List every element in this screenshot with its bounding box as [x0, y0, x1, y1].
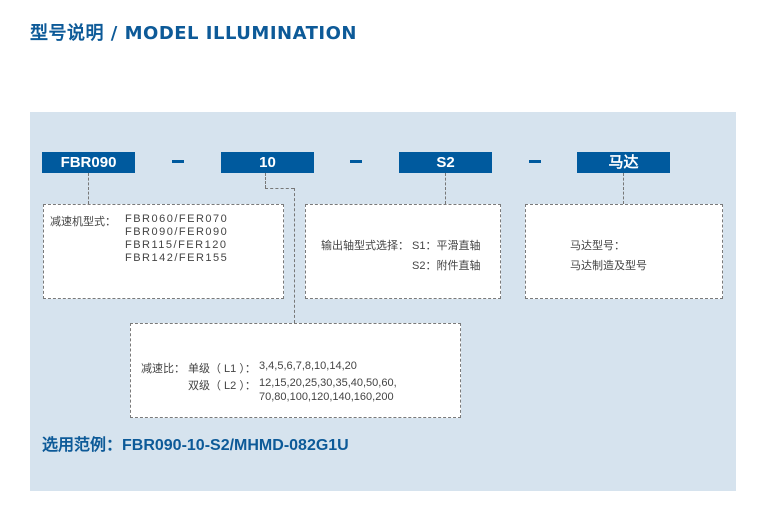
separator-dash — [529, 160, 541, 163]
code-box-reducer: FBR090 — [42, 152, 135, 173]
code-box-ratio: 10 — [221, 152, 314, 173]
page-title: 型号说明 / MODEL ILLUMINATION — [30, 23, 357, 44]
model-panel — [30, 112, 736, 491]
shaft-option: S2：附件直轴 — [412, 260, 481, 272]
connector-line — [445, 173, 446, 204]
ratio-single-label: 单级（ L1 ）： — [188, 363, 256, 375]
ratio-double-values: 70,80,100,120,140,160,200 — [259, 391, 394, 403]
ratio-label: 减速比： — [141, 363, 185, 375]
reducer-label: 减速机型式： — [50, 216, 116, 228]
ratio-single-values: 3,4,5,6,7,8,10,14,20 — [259, 360, 357, 372]
code-box-shaft: S2 — [399, 152, 492, 173]
shaft-desc-box: 输出轴型式选择： S1：平滑直轴 S2：附件直轴 — [305, 204, 501, 299]
connector-line — [88, 173, 89, 204]
ratio-double-values: 12,15,20,25,30,35,40,50,60, — [259, 377, 397, 389]
motor-line: 马达型号： — [570, 240, 625, 252]
motor-desc-box: 马达型号： 马达制造及型号 — [525, 204, 723, 299]
separator-dash — [350, 160, 362, 163]
ratio-desc-box: 减速比： 单级（ L1 ）： 3,4,5,6,7,8,10,14,20 双级（ … — [130, 323, 461, 418]
connector-line — [294, 188, 295, 323]
example-text: 选用范例：FBR090-10-S2/MHMD-082G1U — [42, 437, 349, 454]
ratio-double-label: 双级（ L2 ）： — [188, 380, 256, 392]
connector-line — [265, 188, 294, 189]
connector-line — [623, 173, 624, 204]
motor-line: 马达制造及型号 — [570, 260, 647, 272]
reducer-model: FBR142/FER155 — [125, 252, 229, 264]
code-box-motor: 马达 — [577, 152, 670, 173]
reducer-model: FBR060/FER070 — [125, 213, 229, 225]
separator-dash — [172, 160, 184, 163]
shaft-label: 输出轴型式选择： — [321, 240, 409, 252]
reducer-desc-box: 减速机型式： FBR060/FER070 FBR090/FER090 FBR11… — [43, 204, 284, 299]
shaft-option: S1：平滑直轴 — [412, 240, 481, 252]
reducer-model: FBR090/FER090 — [125, 226, 229, 238]
connector-line — [265, 173, 266, 188]
reducer-model: FBR115/FER120 — [125, 239, 228, 251]
